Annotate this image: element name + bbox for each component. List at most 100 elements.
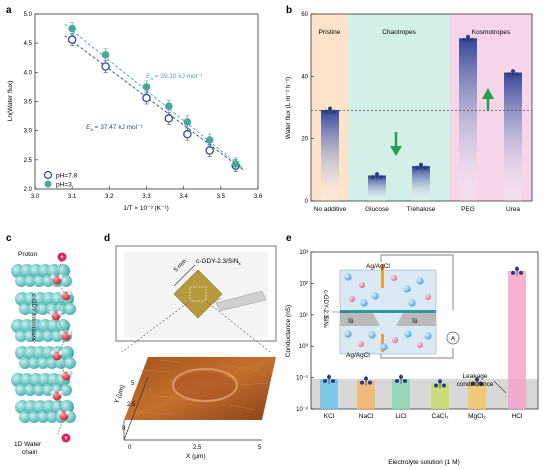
y-tick-label-b: 20: [301, 137, 308, 143]
arrow-up-green: [482, 88, 494, 111]
replicate-dot: [327, 375, 331, 380]
anion: [424, 332, 432, 340]
bar-peg: [459, 38, 477, 201]
data-point-ph3: [231, 160, 240, 168]
ann-rest: = 37.47 kJ mol⁻¹: [93, 124, 144, 131]
replicate-dot: [434, 383, 438, 388]
gdy-atom: [19, 303, 31, 315]
anion: [380, 343, 388, 351]
afm-scratch: [239, 382, 271, 386]
gdy-atom: [28, 411, 40, 423]
inset-membrane: [340, 310, 436, 313]
x-tick-label-a: 3.4: [179, 194, 188, 200]
afm-scratch: [229, 404, 256, 411]
x-tick-label-e: HCl: [512, 413, 523, 420]
bar-0: [320, 379, 338, 409]
replicate-dot: [324, 109, 328, 114]
replicate-dot: [515, 266, 519, 271]
panel-label-e: e: [286, 233, 292, 244]
replicate-dot: [479, 381, 483, 386]
leakage-pointer: [493, 380, 507, 394]
data-point-ph3: [68, 24, 76, 33]
gdy-atom: [33, 275, 45, 287]
x-tick-label-b: No additive: [314, 206, 347, 213]
membrane-label: c-GDY membrane: [30, 294, 36, 343]
x-axis-e: KCl NaCl LiCl CaCl₂ MgCl₂ HCl: [324, 413, 523, 420]
top-electrode-label: Ag/AgCl: [366, 263, 390, 270]
gdy-atom: [42, 330, 54, 342]
data-point-ph3: [205, 136, 214, 144]
x-tick-label-e: NaCl: [359, 413, 374, 420]
replicate-dot: [360, 380, 364, 385]
anion: [344, 273, 352, 281]
panel-label-b: b: [286, 5, 292, 16]
replicate-dot: [395, 379, 399, 384]
replicate-dot: [507, 72, 511, 77]
y-tick-label-b: 60: [301, 12, 308, 18]
replicate-dot: [419, 162, 423, 167]
cation: [392, 337, 398, 343]
replicate-dot: [470, 37, 474, 42]
fit-line-1: [64, 24, 244, 169]
annotation-ea-ph78: Ea = 37.47 kJ mol⁻¹: [86, 124, 144, 132]
cation: [425, 294, 431, 300]
sample-label: c-GDY-2.3/SiNx: [196, 258, 241, 266]
gdy-atom: [19, 357, 31, 369]
y-axis-label-b: Water flux (L m⁻² h⁻¹): [285, 77, 292, 139]
hydrogen-atom: [57, 310, 63, 316]
bar-1: [357, 380, 375, 409]
replicate-dot: [399, 375, 403, 380]
gdy-atom: [37, 303, 49, 315]
replicate-dot: [515, 72, 519, 77]
panel-b: b Pristine Chaotropes Kosmotropes 0204060 …: [285, 5, 533, 213]
afm-x-tick-0: 0: [128, 445, 132, 451]
gdy-atom: [15, 330, 27, 342]
sin-label: SiNx: [322, 316, 328, 329]
replicate-dot: [323, 379, 327, 384]
ions: [344, 273, 432, 351]
fit-lines-a: [64, 24, 244, 171]
y-tick-label-a: 3.5: [24, 100, 33, 106]
x-tick-label-a: 3.3: [142, 194, 151, 200]
x-axis-label-a: 1/T × 10⁻³ (K⁻¹): [123, 205, 169, 212]
data-point-ph78: [183, 129, 192, 139]
gdy-atom: [15, 275, 27, 287]
afm-scratch: [139, 369, 171, 373]
annotation-ea-ph3: Ea = 39.10 kJ mol⁻¹: [146, 73, 204, 81]
y-tick-label-a: 2.5: [24, 158, 33, 164]
bar-urea: [504, 73, 522, 201]
water-chain-label-1: 1D Water: [14, 441, 42, 448]
gdy-atom: [33, 330, 45, 342]
proton-charge: +: [60, 255, 64, 261]
replicate-dot: [328, 106, 332, 111]
ann-rest: = 39.10 kJ mol⁻¹: [153, 73, 204, 80]
anion: [408, 299, 416, 307]
replicate-dot: [519, 270, 523, 275]
afm-y-tick-0: 0: [122, 426, 126, 432]
proton-charge: +: [64, 436, 68, 442]
gdy-atom: [24, 275, 36, 287]
legend-marker-ph3: [44, 180, 52, 188]
panel-label-a: a: [6, 5, 12, 16]
hydrogen-atom: [50, 350, 56, 356]
legend-marker-ph78: [43, 170, 53, 180]
x-tick-label-b: PEG: [461, 206, 475, 213]
data-point-ph78: [205, 146, 214, 155]
cation: [391, 275, 397, 281]
x-tick-label-e: CaCl₂: [432, 413, 449, 420]
afm-y-label: Y (μm): [113, 384, 126, 405]
hydrogen-atom: [58, 350, 64, 356]
y-tick-label-a: 4.0: [24, 70, 33, 76]
replicate-dot: [462, 37, 466, 42]
x-tick-label-a: 3.6: [254, 194, 263, 200]
y-tick-label-a: 4.5: [24, 41, 33, 47]
data-point-ph78: [164, 114, 174, 123]
gdy-atom: [37, 357, 49, 369]
replicate-dot: [471, 381, 475, 386]
panel-d: d 5 mm c-GDY-2.3/SiNx 0 2.5 5 X (μm) 0 2…: [104, 233, 277, 460]
x-tick-label-e: KCl: [324, 413, 335, 420]
fit-line-0: [64, 35, 244, 171]
plot-frame-e: [310, 251, 539, 410]
hydrogen-atom: [50, 390, 56, 396]
